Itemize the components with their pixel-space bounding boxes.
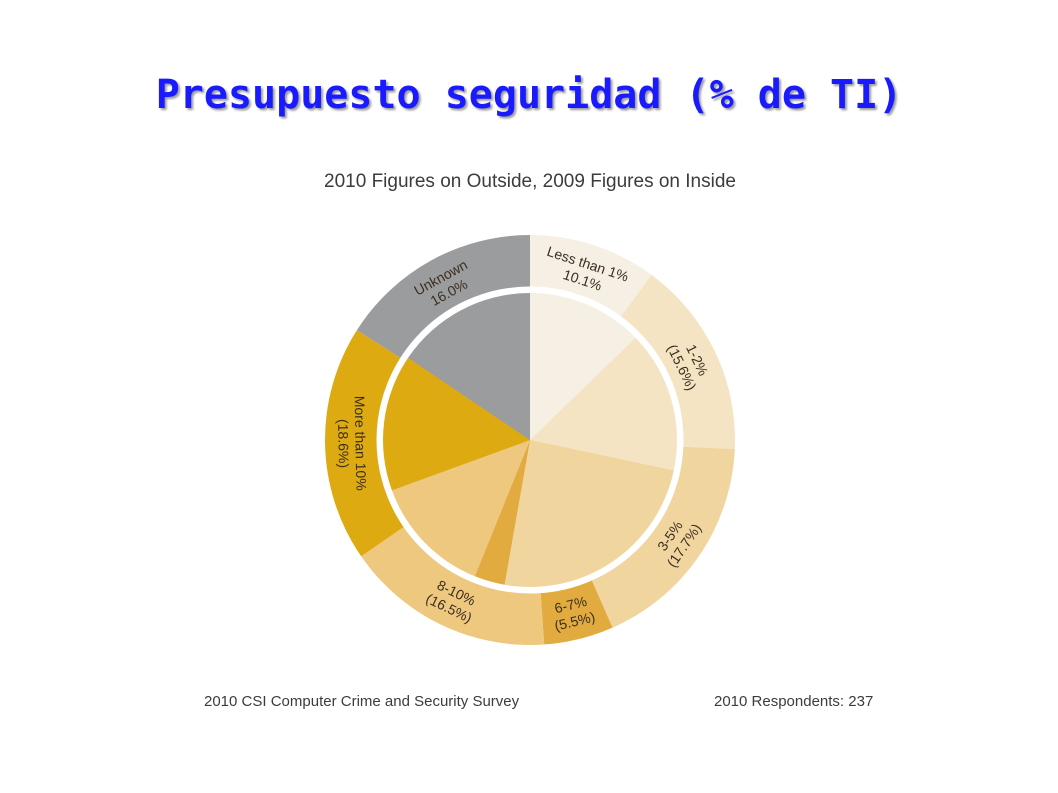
inner-slice-less-than-1 <box>530 293 636 440</box>
slice-label-more-than-10: More than 10%(18.6%) <box>335 396 370 492</box>
slide-title: Presupuesto seguridad (% de TI) <box>155 72 903 118</box>
inner-pie <box>383 293 677 588</box>
inner-slice-3-5 <box>504 440 674 588</box>
inner-slice-more-than-10 <box>383 357 530 491</box>
ring-separator <box>376 286 684 594</box>
inner-slice-6-7 <box>474 440 530 585</box>
source-footer: 2010 CSI Computer Crime and Security Sur… <box>204 693 520 710</box>
inner-slice-8-10 <box>391 440 530 577</box>
inner-slice-unknown <box>408 293 530 440</box>
inner-slice-1-2 <box>530 337 677 471</box>
chart-subtitle: 2010 Figures on Outside, 2009 Figures on… <box>324 171 736 192</box>
respondents-footer: 2010 Respondents: 237 <box>714 693 874 710</box>
